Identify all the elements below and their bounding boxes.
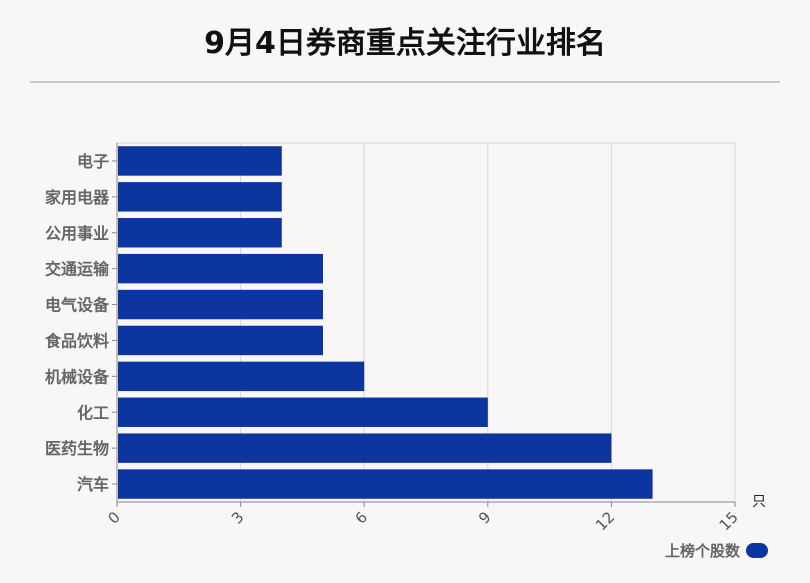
category-label: 电子 <box>77 152 109 171</box>
bar <box>118 289 323 320</box>
bar <box>118 218 282 248</box>
category-label: 医药生物 <box>45 439 109 458</box>
legend[interactable]: 上榜个股数 <box>665 540 768 561</box>
category-label: 机械设备 <box>45 367 110 386</box>
x-tick-label: 3 <box>228 508 247 527</box>
bar <box>118 469 653 499</box>
x-tick-label: 15 <box>716 508 742 534</box>
category-label: 公用事业 <box>45 224 109 243</box>
legend-label: 上榜个股数 <box>664 542 740 560</box>
category-label: 食品饮料 <box>44 331 109 350</box>
x-axis-unit: 只 <box>752 494 766 510</box>
x-tick-label: 6 <box>352 508 371 527</box>
category-label: 家用电器 <box>45 188 110 207</box>
chart-title: 9月4日券商重点关注行业排名 <box>204 26 606 61</box>
category-label: 交通运输 <box>45 260 110 279</box>
bar <box>118 182 282 212</box>
title-divider <box>30 81 780 83</box>
x-tick-label: 12 <box>592 508 618 534</box>
category-label: 汽车 <box>77 475 109 494</box>
bar <box>118 325 323 356</box>
bar <box>118 146 282 176</box>
x-tick-label: 9 <box>475 508 494 527</box>
category-label: 化工 <box>77 403 109 422</box>
legend-swatch <box>746 543 768 558</box>
bar <box>118 397 488 427</box>
bar <box>118 253 323 284</box>
bar <box>118 433 612 463</box>
bar <box>118 361 365 392</box>
category-label: 电气设备 <box>45 296 110 315</box>
x-tick-label: 0 <box>104 508 123 527</box>
